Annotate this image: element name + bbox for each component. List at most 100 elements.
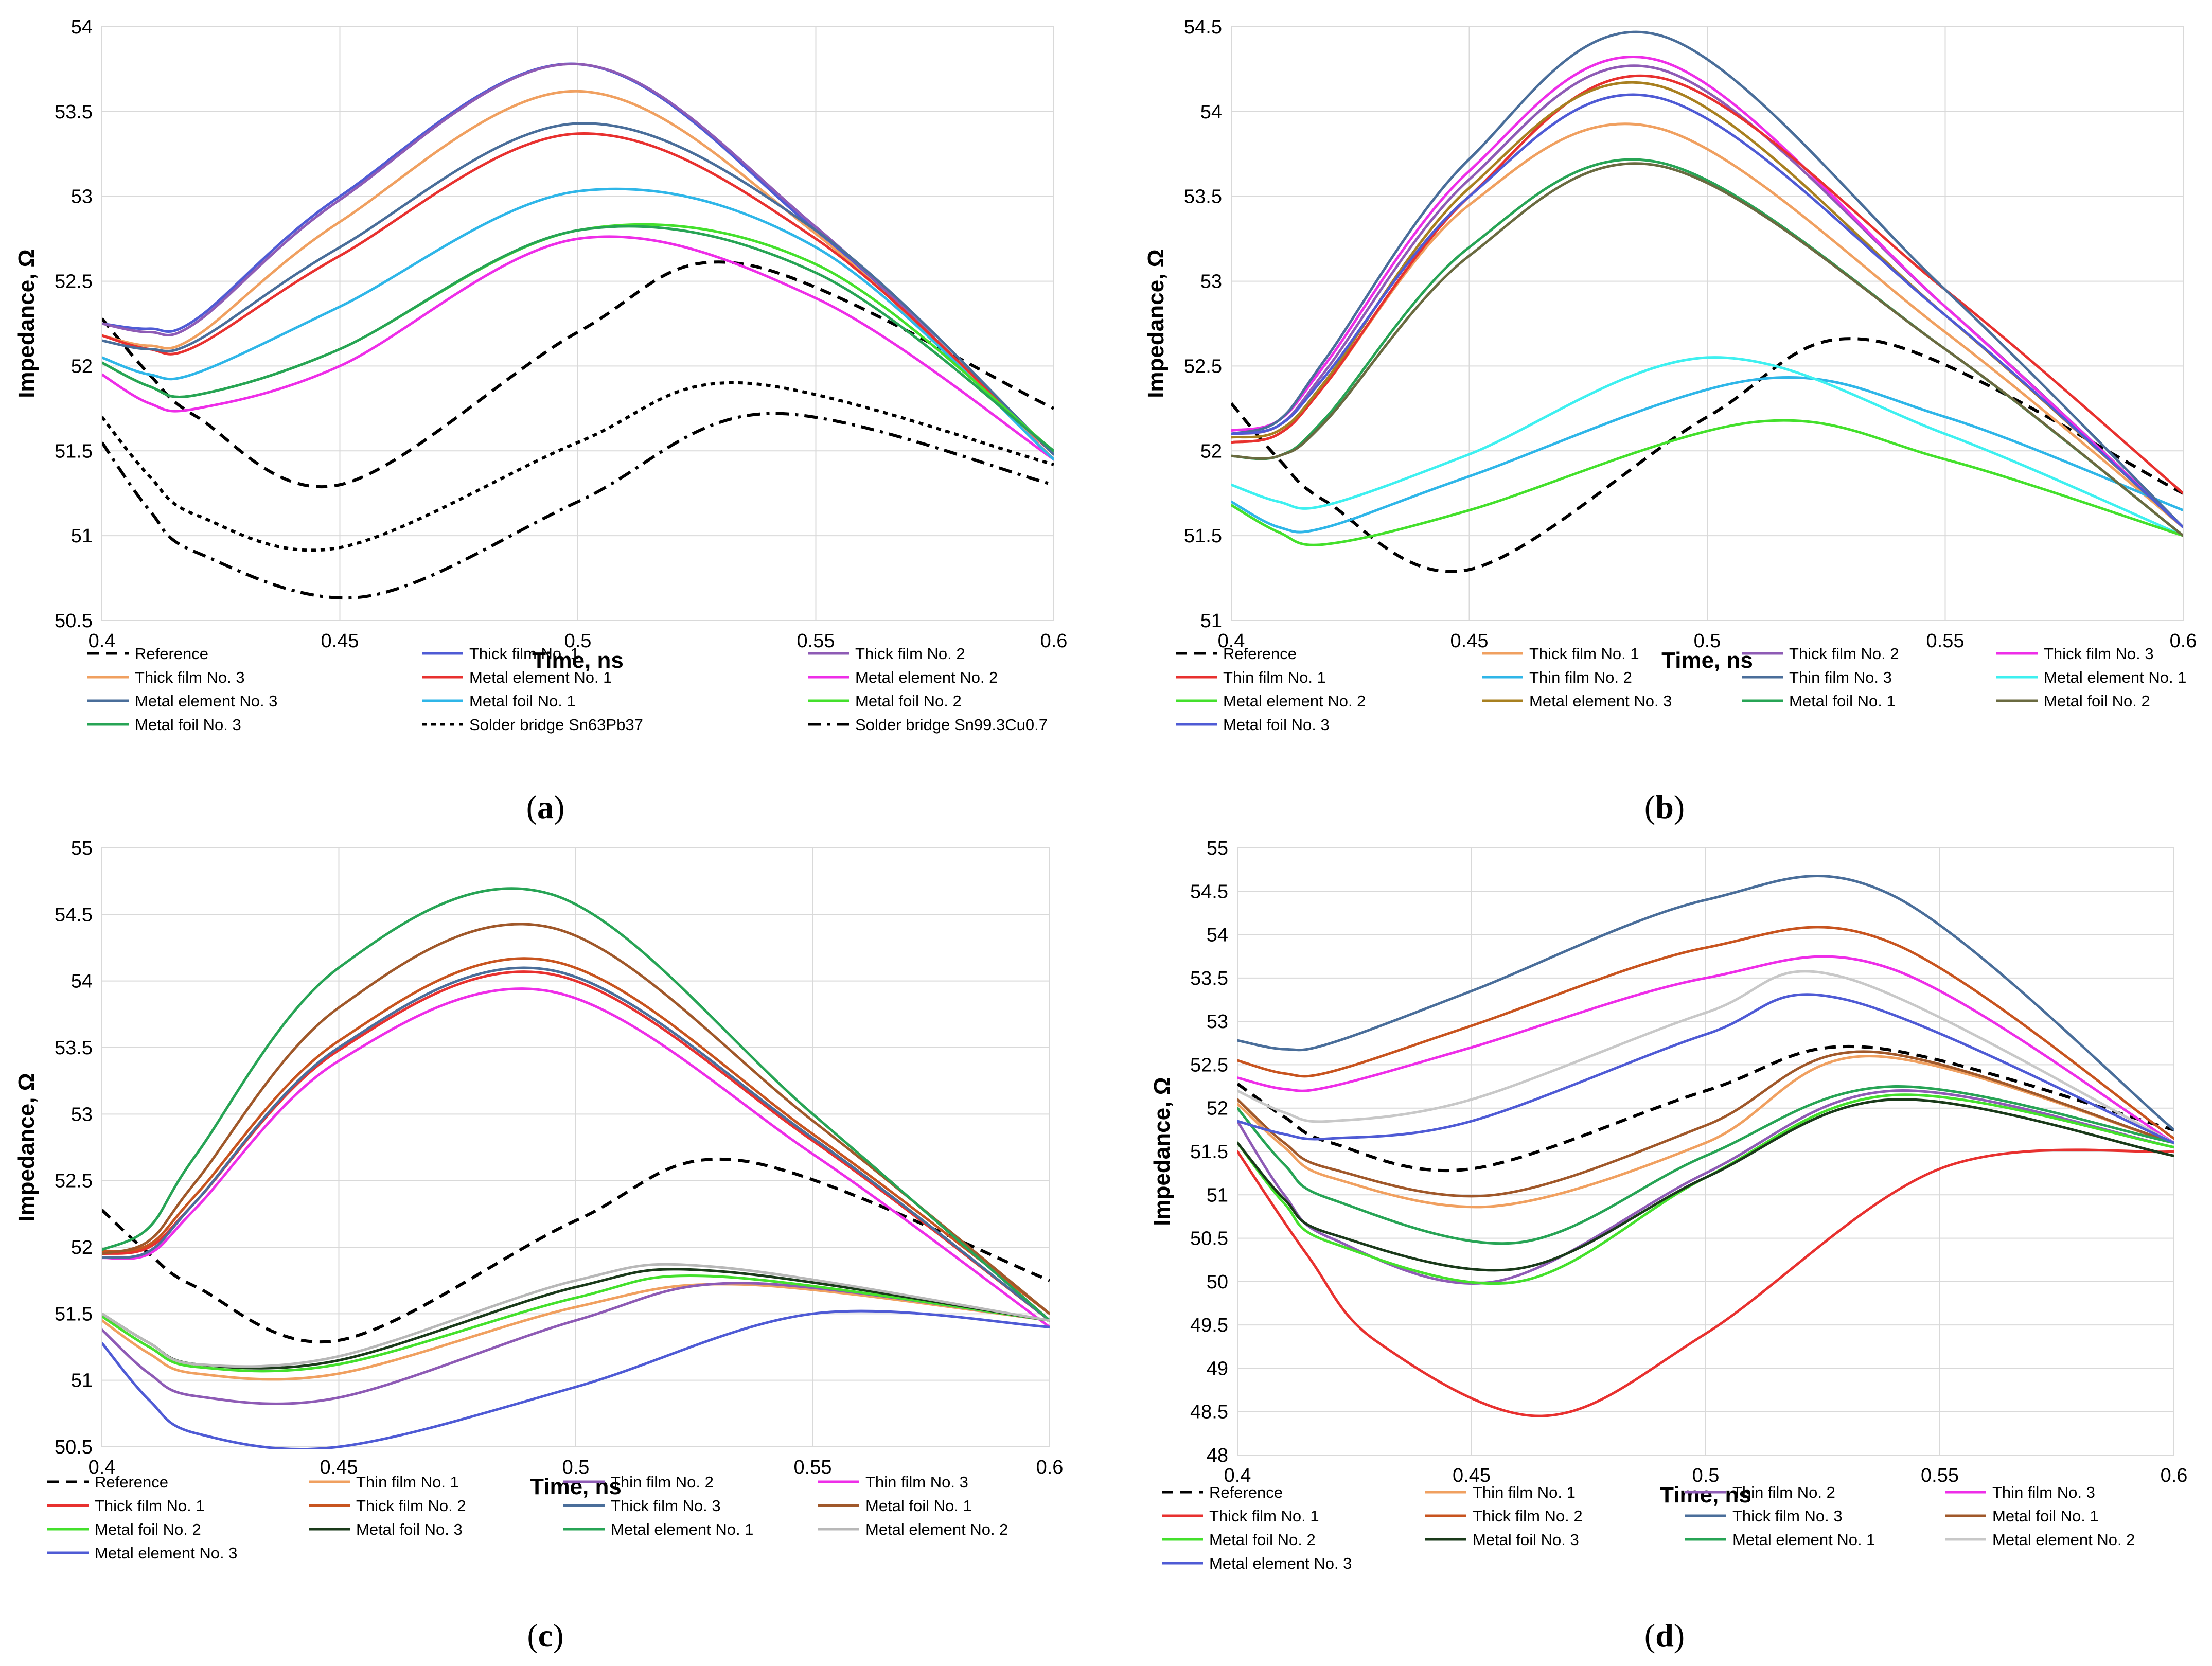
y-tick-label: 51 xyxy=(71,1370,93,1392)
legend-item: Thick film No. 3 xyxy=(563,1497,721,1515)
series-line-metal-element-no-2 xyxy=(102,235,1054,461)
y-tick-label: 51.5 xyxy=(1190,1141,1228,1163)
y-tick-label: 50.5 xyxy=(55,1437,93,1458)
y-tick-label: 53.5 xyxy=(1184,186,1222,208)
legend-item: Thin film No. 2 xyxy=(563,1473,714,1491)
series-lines xyxy=(102,887,1050,1449)
y-axis-title: Impedance, Ω xyxy=(14,249,39,398)
series-line-metal-element-no-1 xyxy=(1237,1085,2174,1245)
series-line-metal-element-no-3 xyxy=(102,1309,1050,1449)
legend-label: Thin film No. 2 xyxy=(611,1473,714,1491)
legend-label: Solder bridge Sn99.3Cu0.7 xyxy=(855,716,1048,734)
series-line-metal-foil-no-2 xyxy=(102,1274,1050,1373)
plot-area xyxy=(1231,26,2184,621)
y-tick-label: 50 xyxy=(1207,1271,1228,1293)
series-line-thick-film-no-1 xyxy=(1237,1148,2174,1417)
y-tick-label: 53 xyxy=(71,186,93,208)
series-line-metal-element-no-1 xyxy=(102,132,1054,456)
y-tick-label: 54.5 xyxy=(1184,16,1222,38)
legend-item: Metal foil No. 1 xyxy=(422,692,576,710)
y-tick-label: 52.5 xyxy=(55,1171,93,1192)
y-tick-label: 52 xyxy=(71,356,93,377)
legend-label: Metal element No. 2 xyxy=(1223,692,1366,710)
legend-item: Metal foil No. 2 xyxy=(1996,692,2150,710)
legend-item: Thin film No. 1 xyxy=(1425,1483,1576,1501)
y-tick-label: 55 xyxy=(71,838,93,859)
series-line-metal-element-no-2 xyxy=(1231,419,2183,546)
legend-item: Thin film No. 2 xyxy=(1685,1483,1835,1501)
y-tick-label: 52.5 xyxy=(1190,1054,1228,1076)
x-tick-label: 0.4 xyxy=(1224,1465,1251,1486)
legend-item: Metal foil No. 3 xyxy=(1176,716,1330,734)
series-line-thick-film-no-3 xyxy=(102,966,1050,1322)
y-tick-label: 54.5 xyxy=(1190,881,1228,902)
legend-label: Reference xyxy=(1223,645,1297,663)
x-tick-label: 0.55 xyxy=(1921,1465,1959,1486)
y-tick-label: 54 xyxy=(1207,925,1228,946)
legend-label: Metal foil No. 2 xyxy=(1209,1531,1316,1549)
legend-label: Metal foil No. 2 xyxy=(2044,692,2150,710)
y-tick-label: 51 xyxy=(1200,610,1222,632)
legend-label: Thick film No. 3 xyxy=(2044,645,2154,663)
legend-label: Thick film No. 2 xyxy=(855,645,965,663)
series-line-thin-film-no-3 xyxy=(1231,30,2183,529)
y-tick-label: 53.5 xyxy=(55,1037,93,1059)
y-tick-label: 51.5 xyxy=(55,440,93,462)
series-line-metal-foil-no-1 xyxy=(1237,1050,2174,1198)
legend-item: Thick film No. 2 xyxy=(808,645,965,663)
legend-item: Metal element No. 3 xyxy=(1482,692,1672,710)
legend-item: Metal foil No. 2 xyxy=(1162,1531,1316,1549)
x-axis-title: Time, ns xyxy=(1661,648,1753,673)
legend-item: Metal element No. 3 xyxy=(87,692,277,710)
panel-label: (d) xyxy=(1644,1617,1685,1654)
legend-item: Thick film No. 1 xyxy=(1482,645,1639,663)
gridlines xyxy=(101,847,1050,1447)
legend-label: Metal foil No. 3 xyxy=(1473,1531,1579,1549)
series-line-reference xyxy=(1231,337,2183,574)
x-tick-label: 0.6 xyxy=(1036,1457,1064,1478)
legend-item: Metal element No. 1 xyxy=(563,1520,753,1538)
y-tick-label: 52 xyxy=(1200,440,1222,462)
series-lines xyxy=(102,62,1054,600)
legend-item: Metal foil No. 1 xyxy=(1742,692,1896,710)
y-tick-label: 50.5 xyxy=(55,610,93,632)
series-line-metal-foil-no-3 xyxy=(1237,1098,2174,1272)
legend-label: Metal foil No. 1 xyxy=(1789,692,1896,710)
y-tick-label: 52 xyxy=(1207,1098,1228,1120)
panel-label: (a) xyxy=(526,789,565,825)
legend-label: Thick film No. 3 xyxy=(1732,1507,1843,1525)
y-tick-label: 52.5 xyxy=(55,271,93,293)
x-tick-label: 0.6 xyxy=(2170,630,2197,652)
series-lines xyxy=(1231,30,2183,574)
gridlines xyxy=(101,26,1054,621)
legend-label: Thick film No. 3 xyxy=(135,668,245,686)
legend-item: Metal foil No. 3 xyxy=(309,1520,463,1538)
series-line-thin-film-no-2 xyxy=(1231,376,2183,534)
legend-label: Metal foil No. 2 xyxy=(855,692,962,710)
panel-letter: b xyxy=(1655,789,1674,825)
legend-item: Solder bridge Sn99.3Cu0.7 xyxy=(808,716,1048,734)
legend-item: Metal element No. 2 xyxy=(818,1520,1008,1538)
legend-label: Thin film No. 2 xyxy=(1732,1483,1835,1501)
y-axis-title: Impedance, Ω xyxy=(1143,249,1169,398)
legend-label: Reference xyxy=(135,645,208,663)
x-tick-label: 0.55 xyxy=(1926,630,1965,652)
legend-label: Metal element No. 3 xyxy=(1529,692,1672,710)
legend-item: Solder bridge Sn63Pb37 xyxy=(422,716,643,734)
legend-label: Thin film No. 2 xyxy=(1529,668,1632,686)
legend-item: Metal element No. 1 xyxy=(1996,668,2186,686)
series-line-solder-bridge-sn99-3cu0-7 xyxy=(102,412,1054,600)
legend-item: Metal foil No. 2 xyxy=(808,692,962,710)
series-line-metal-foil-no-3 xyxy=(1231,93,2183,529)
legend-item: Metal element No. 2 xyxy=(1945,1531,2135,1549)
x-tick-label: 0.5 xyxy=(562,1457,590,1478)
panel-label: (b) xyxy=(1644,789,1685,825)
panel-letter: d xyxy=(1655,1617,1674,1654)
series-line-thin-film-no-3 xyxy=(102,987,1050,1328)
series-line-solder-bridge-sn63pb37 xyxy=(102,381,1054,552)
series-line-thin-film-no-3 xyxy=(1237,955,2174,1144)
legend-item: Thick film No. 3 xyxy=(1685,1507,1843,1525)
legend-item: Reference xyxy=(47,1473,168,1491)
legend-label: Thin film No. 3 xyxy=(865,1473,968,1491)
